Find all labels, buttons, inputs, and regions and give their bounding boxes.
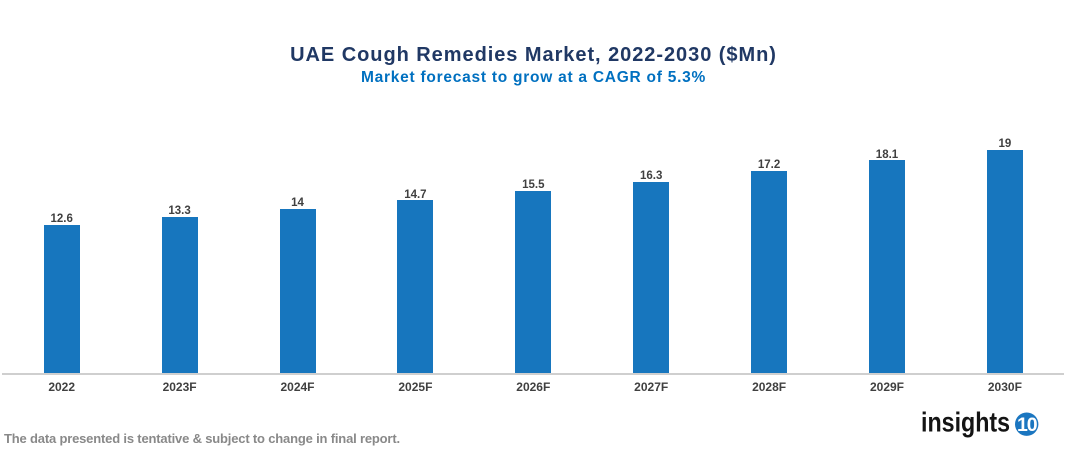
- svg-text:10: 10: [1017, 414, 1038, 436]
- svg-text:insights: insights: [921, 407, 1010, 437]
